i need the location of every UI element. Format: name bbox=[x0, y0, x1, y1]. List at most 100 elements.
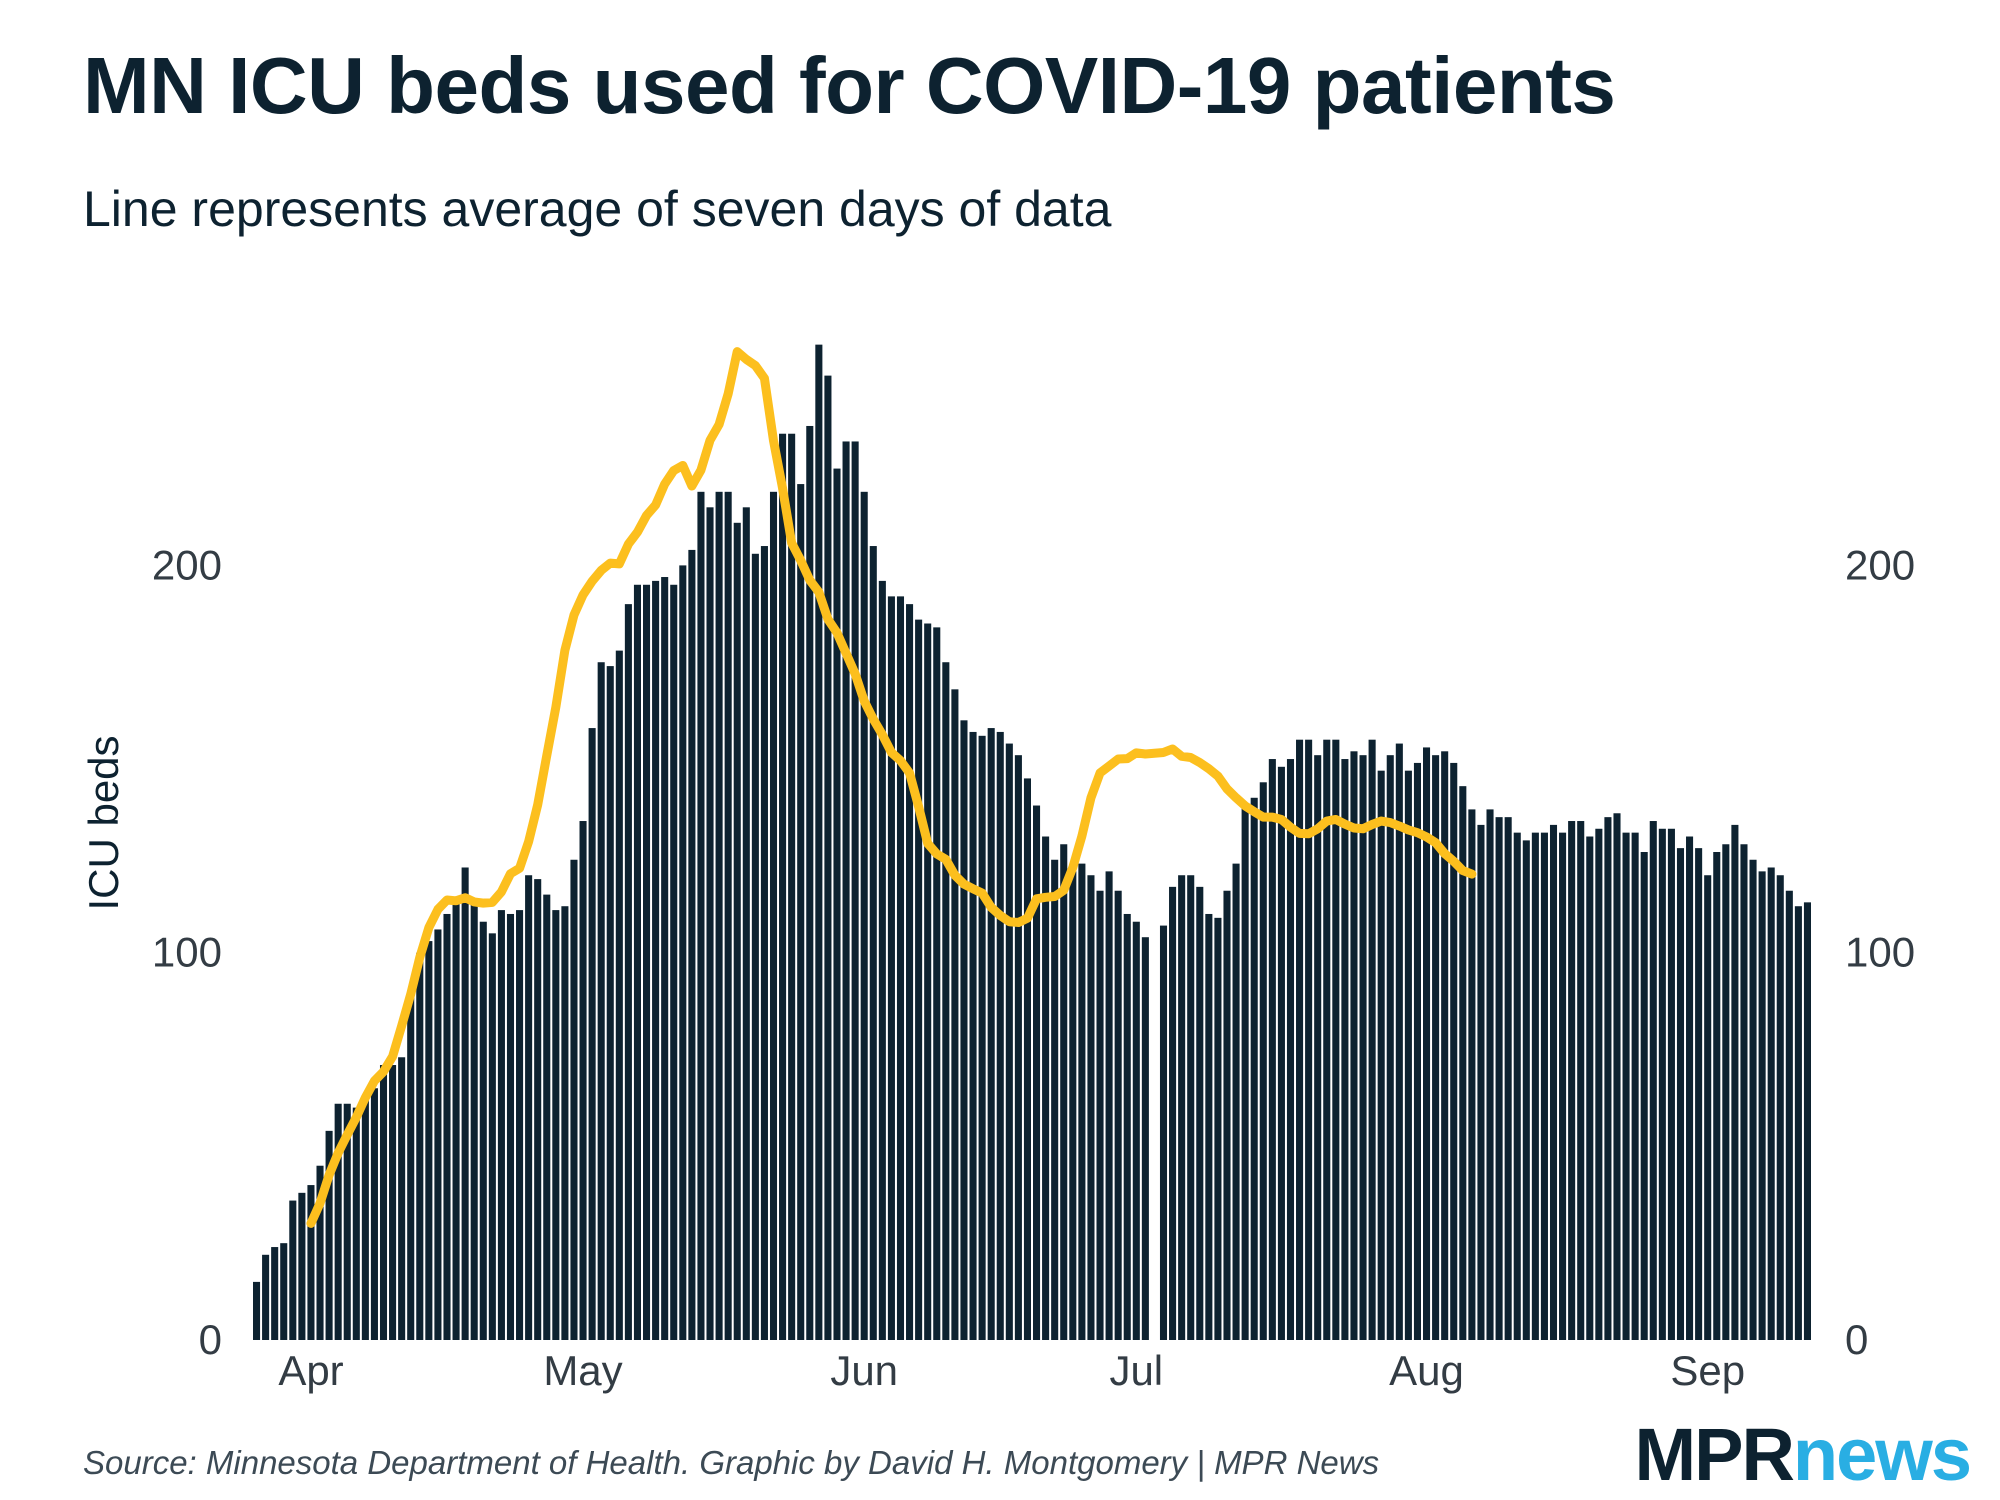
bar-day-7 bbox=[316, 1165, 324, 1340]
bar-day-24 bbox=[470, 898, 478, 1340]
x-tick-aug: Aug bbox=[1389, 1347, 1464, 1394]
bar-day-112 bbox=[1277, 766, 1285, 1340]
x-tick-jun: Jun bbox=[830, 1347, 898, 1394]
bar-day-12 bbox=[361, 1099, 369, 1340]
average-line-layer bbox=[306, 347, 1477, 1228]
bar-day-154 bbox=[1658, 828, 1666, 1340]
bar-day-32 bbox=[543, 894, 551, 1340]
bar-day-21 bbox=[443, 913, 451, 1340]
bar-day-160 bbox=[1713, 852, 1721, 1340]
y-tick-right-0: 0 bbox=[1845, 1316, 1868, 1363]
bar-day-13 bbox=[370, 1088, 378, 1340]
bar-day-86 bbox=[1033, 805, 1041, 1340]
bar-day-80 bbox=[978, 735, 986, 1340]
bar-day-155 bbox=[1667, 828, 1675, 1340]
bar-day-77 bbox=[951, 689, 959, 1340]
bar-day-55 bbox=[751, 553, 759, 1340]
bar-day-110 bbox=[1259, 782, 1267, 1340]
bar-day-51 bbox=[715, 491, 723, 1340]
bar-day-88 bbox=[1051, 859, 1059, 1340]
bar-day-63 bbox=[824, 375, 832, 1340]
bar-day-9 bbox=[334, 1103, 342, 1340]
bar-day-0 bbox=[253, 1281, 261, 1340]
bar-day-31 bbox=[534, 879, 542, 1340]
bar-day-25 bbox=[479, 921, 487, 1340]
bar-day-138 bbox=[1513, 832, 1521, 1340]
bar-day-67 bbox=[860, 491, 868, 1340]
bar-day-125 bbox=[1395, 743, 1403, 1340]
bar-day-42 bbox=[633, 584, 641, 1340]
bar-day-43 bbox=[643, 584, 651, 1340]
bar-day-123 bbox=[1377, 770, 1385, 1340]
x-tick-may: May bbox=[543, 1347, 622, 1394]
bar-day-49 bbox=[697, 491, 705, 1340]
bar-day-115 bbox=[1305, 739, 1313, 1340]
bar-day-75 bbox=[933, 627, 941, 1340]
bar-day-8 bbox=[325, 1130, 333, 1340]
bar-day-71 bbox=[896, 596, 905, 1340]
bar-day-61 bbox=[806, 425, 814, 1341]
bar-day-118 bbox=[1332, 739, 1340, 1340]
bar-day-27 bbox=[497, 910, 505, 1340]
bar-day-121 bbox=[1359, 755, 1367, 1340]
bar-day-36 bbox=[579, 821, 587, 1340]
bar-day-153 bbox=[1649, 821, 1657, 1340]
bar-day-58 bbox=[779, 433, 787, 1341]
bar-day-114 bbox=[1296, 739, 1304, 1340]
bar-day-3 bbox=[280, 1243, 288, 1340]
bar-day-59 bbox=[788, 433, 796, 1341]
bar-day-20 bbox=[434, 929, 442, 1340]
bar-day-17 bbox=[407, 991, 415, 1340]
bar-day-119 bbox=[1341, 759, 1349, 1340]
bar-day-145 bbox=[1577, 821, 1585, 1340]
bar-day-44 bbox=[652, 580, 660, 1340]
bar-day-78 bbox=[960, 720, 968, 1340]
bar-day-103 bbox=[1196, 886, 1204, 1340]
bar-day-122 bbox=[1368, 739, 1376, 1340]
bar-day-130 bbox=[1441, 751, 1449, 1340]
y-axis-label: ICU beds bbox=[80, 735, 127, 910]
bar-day-26 bbox=[488, 933, 496, 1340]
bar-day-65 bbox=[842, 441, 850, 1341]
chart-title: MN ICU beds used for COVID-19 patients bbox=[83, 41, 1616, 130]
logo-news: news bbox=[1792, 1413, 1972, 1496]
bar-day-143 bbox=[1559, 832, 1567, 1340]
bar-day-84 bbox=[1014, 755, 1022, 1340]
x-tick-apr: Apr bbox=[278, 1347, 343, 1394]
bar-day-72 bbox=[906, 604, 914, 1340]
bar-day-1 bbox=[262, 1254, 270, 1340]
bar-day-91 bbox=[1078, 863, 1086, 1340]
bar-day-134 bbox=[1477, 824, 1485, 1340]
bar-day-131 bbox=[1450, 762, 1458, 1340]
bar-day-5 bbox=[298, 1192, 306, 1340]
bar-day-101 bbox=[1178, 875, 1186, 1340]
bar-day-126 bbox=[1404, 770, 1412, 1340]
bar-day-85 bbox=[1023, 778, 1031, 1340]
y-tick-left-100: 100 bbox=[152, 929, 222, 976]
bar-day-62 bbox=[815, 344, 823, 1340]
bar-day-64 bbox=[833, 468, 841, 1341]
y-tick-right-200: 200 bbox=[1845, 541, 1915, 588]
bar-day-23 bbox=[461, 867, 469, 1340]
bar-day-68 bbox=[869, 546, 877, 1340]
bar-day-102 bbox=[1187, 875, 1195, 1340]
bar-day-97 bbox=[1132, 921, 1140, 1340]
bar-day-120 bbox=[1350, 751, 1358, 1340]
bar-day-4 bbox=[289, 1200, 297, 1340]
bar-day-150 bbox=[1622, 832, 1630, 1340]
bar-day-161 bbox=[1722, 844, 1730, 1340]
bar-day-139 bbox=[1522, 840, 1530, 1340]
bar-day-45 bbox=[661, 577, 669, 1340]
bar-day-106 bbox=[1223, 890, 1231, 1340]
bar-day-137 bbox=[1504, 817, 1512, 1340]
bar-day-60 bbox=[797, 484, 805, 1340]
bar-day-168 bbox=[1785, 890, 1793, 1340]
bar-day-48 bbox=[688, 549, 696, 1340]
bar-day-170 bbox=[1803, 902, 1811, 1340]
chart-subtitle: Line represents average of seven days of… bbox=[83, 181, 1112, 237]
y-tick-left-0: 0 bbox=[199, 1316, 222, 1363]
bar-day-94 bbox=[1105, 871, 1113, 1340]
bar-day-81 bbox=[987, 728, 995, 1340]
bars-layer bbox=[253, 344, 1811, 1341]
bar-day-117 bbox=[1323, 739, 1331, 1340]
